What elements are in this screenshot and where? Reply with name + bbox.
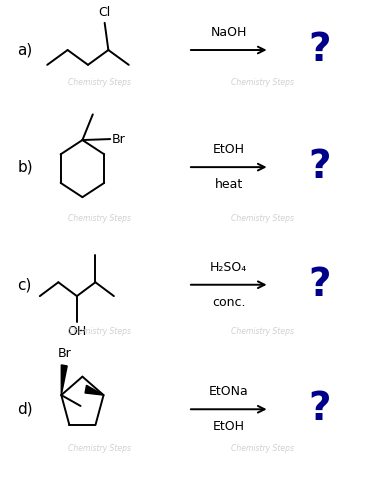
Text: c): c) bbox=[18, 277, 32, 292]
Text: Chemistry Steps: Chemistry Steps bbox=[68, 214, 130, 222]
Text: Br: Br bbox=[58, 348, 72, 360]
Text: H₂SO₄: H₂SO₄ bbox=[210, 261, 247, 274]
Text: ?: ? bbox=[308, 148, 331, 186]
Text: NaOH: NaOH bbox=[211, 26, 247, 39]
Text: Chemistry Steps: Chemistry Steps bbox=[230, 214, 294, 222]
Text: Br: Br bbox=[111, 132, 125, 145]
Text: Chemistry Steps: Chemistry Steps bbox=[230, 78, 294, 86]
Polygon shape bbox=[61, 365, 67, 395]
Text: ?: ? bbox=[308, 31, 331, 69]
Text: Chemistry Steps: Chemistry Steps bbox=[68, 78, 130, 86]
Text: EtONa: EtONa bbox=[209, 386, 249, 398]
Text: Chemistry Steps: Chemistry Steps bbox=[68, 327, 130, 336]
Text: EtOH: EtOH bbox=[213, 144, 245, 156]
Text: Cl: Cl bbox=[99, 6, 111, 20]
Text: EtOH: EtOH bbox=[213, 420, 245, 433]
Polygon shape bbox=[85, 386, 103, 395]
Text: Chemistry Steps: Chemistry Steps bbox=[230, 327, 294, 336]
Text: heat: heat bbox=[215, 178, 243, 191]
Text: ?: ? bbox=[308, 390, 331, 428]
Text: Chemistry Steps: Chemistry Steps bbox=[68, 444, 130, 454]
Text: d): d) bbox=[18, 402, 33, 417]
Text: a): a) bbox=[18, 42, 33, 58]
Text: conc.: conc. bbox=[212, 296, 246, 308]
Text: Chemistry Steps: Chemistry Steps bbox=[230, 444, 294, 454]
Text: OH: OH bbox=[67, 325, 86, 338]
Text: b): b) bbox=[18, 160, 33, 174]
Text: ?: ? bbox=[308, 266, 331, 304]
